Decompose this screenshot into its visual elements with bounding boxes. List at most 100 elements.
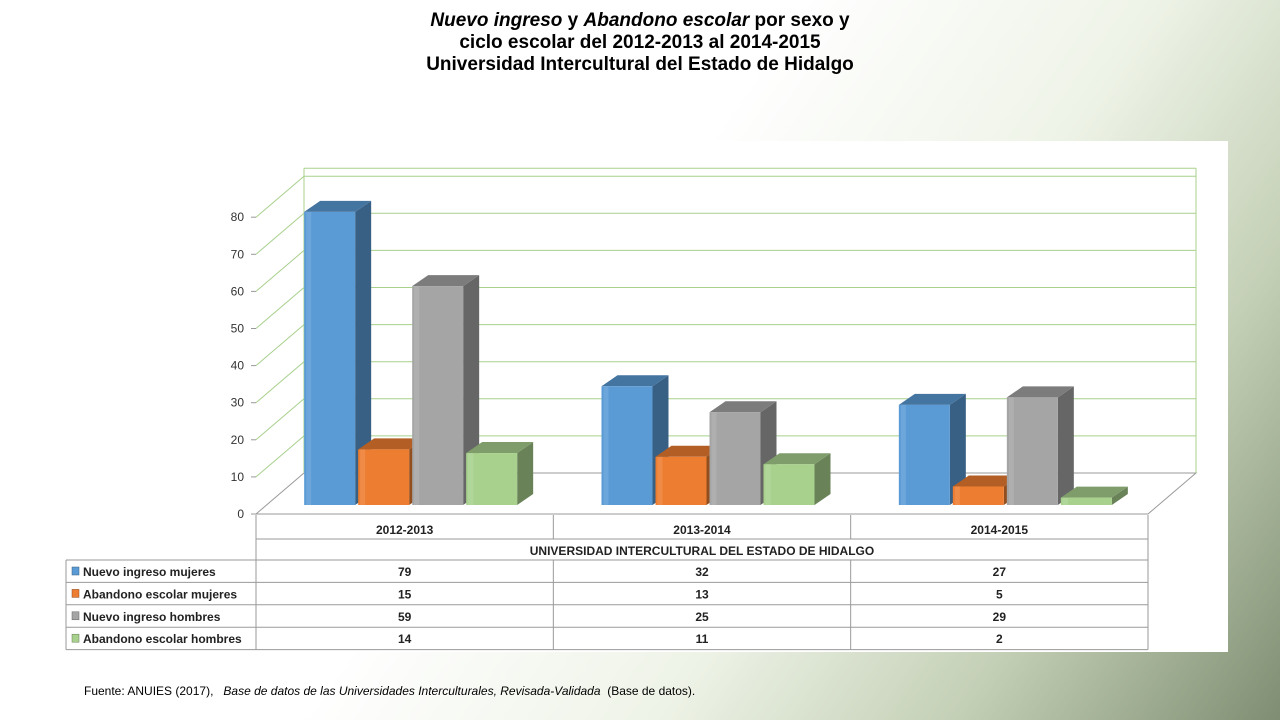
- legend-series-name: Nuevo ingreso hombres: [83, 610, 221, 624]
- bar: [763, 453, 831, 505]
- table-value: 25: [695, 610, 709, 624]
- bar-top-face: [709, 401, 777, 413]
- bar: [601, 375, 669, 505]
- y-tick-label: 10: [231, 470, 245, 484]
- y-tick-label: 20: [231, 433, 245, 447]
- bar-top-face: [655, 445, 723, 457]
- bar-side-face: [517, 442, 534, 505]
- chart-svg: 0 10 20 30 40 50 60 70 80 2012-2013 2013-2014 2014-…: [65, 167, 1198, 651]
- bar-top-face: [952, 475, 1020, 487]
- bar-front-face: [655, 456, 707, 505]
- x-category-label: 2012-2013: [376, 523, 434, 537]
- legend-key: [71, 589, 80, 598]
- bar-highlight: [306, 211, 312, 505]
- bar-highlight: [900, 404, 906, 505]
- footer-database-title: Base de datos de las Universidades Inter…: [223, 684, 601, 698]
- x-category-label: 2013-2014: [673, 523, 731, 537]
- title-sep: y: [562, 10, 584, 31]
- bar-highlight: [657, 456, 663, 505]
- bar-front-face: [1006, 397, 1058, 505]
- bar-side-face: [949, 393, 966, 505]
- bar-top-face: [412, 275, 480, 287]
- bar-side-face: [1057, 386, 1074, 505]
- y-tick-label: 40: [231, 359, 245, 373]
- gridline-wall: [255, 361, 305, 404]
- table-value: 59: [398, 610, 412, 624]
- bar-top-face: [1060, 486, 1128, 498]
- bar-front-face: [358, 449, 410, 505]
- table-value: 5: [996, 587, 1003, 601]
- bar-front-face: [412, 286, 464, 505]
- gridline-wall: [255, 324, 305, 366]
- category-group-label: UNIVERSIDAD INTERCULTURAL DEL ESTADO DE …: [530, 544, 874, 558]
- bar: [898, 393, 966, 505]
- gridline-wall: [255, 175, 305, 218]
- bar: [304, 200, 372, 505]
- bar-highlight: [1008, 397, 1014, 505]
- table-value: 13: [695, 587, 709, 601]
- gridline-wall: [255, 250, 305, 292]
- legend-key: [71, 633, 80, 643]
- source-footer: Fuente: ANUIES (2017), Base de datos de …: [84, 684, 695, 698]
- title-line-2: ciclo escolar del 2012-2013 al 2014-2015: [459, 32, 821, 53]
- bar-highlight: [954, 486, 960, 505]
- legend-key: [71, 611, 80, 621]
- bar-front-face: [709, 412, 761, 505]
- bar-side-face: [1111, 486, 1128, 505]
- bar-highlight: [603, 386, 609, 505]
- bar-top-face: [601, 375, 669, 387]
- y-tick-label: 0: [237, 507, 244, 521]
- title-rest: por sexo y: [749, 10, 850, 31]
- chart-title: Nuevo ingreso y Abandono escolar por sex…: [0, 10, 1280, 76]
- y-tick-label: 30: [231, 396, 245, 410]
- table-value: 14: [398, 632, 412, 646]
- table-value: 27: [993, 565, 1007, 579]
- bar-highlight: [468, 453, 474, 505]
- bar-highlight: [765, 464, 771, 505]
- title-abandono: Abandono escolar: [583, 10, 750, 31]
- bar-highlight: [1062, 497, 1068, 505]
- chart-panel: 0 10 20 30 40 50 60 70 80 2012-2013 2013-2014 2014-…: [18, 141, 1228, 652]
- bar-top-face: [358, 438, 426, 450]
- bar-top-face: [763, 453, 831, 465]
- bar-front-face: [466, 453, 518, 505]
- bar: [1060, 486, 1128, 505]
- bar-top-face: [898, 393, 966, 405]
- gridline-wall: [255, 287, 305, 329]
- bar: [1006, 386, 1074, 505]
- table-value: 2: [996, 632, 1003, 646]
- table-value: 11: [696, 632, 709, 646]
- y-tick-label: 50: [231, 322, 245, 336]
- legend-series-name: Abandono escolar mujeres: [83, 587, 237, 601]
- bar-front-face: [304, 211, 356, 505]
- table-value: 79: [398, 565, 412, 579]
- bar-highlight: [360, 449, 366, 505]
- gridline-wall: [255, 212, 305, 255]
- title-nuevo-ingreso: Nuevo ingreso: [430, 10, 563, 31]
- legend-key: [71, 566, 80, 576]
- bar-highlight: [711, 412, 717, 505]
- bar-front-face: [763, 464, 815, 505]
- gridline-wall: [255, 398, 305, 441]
- table-value: 15: [398, 587, 412, 601]
- table-value: 32: [695, 565, 709, 579]
- bar: [466, 442, 534, 505]
- bar: [412, 275, 480, 505]
- bar-top-face: [466, 442, 534, 454]
- legend-series-name: Abandono escolar hombres: [83, 632, 242, 646]
- bar-front-face: [952, 486, 1004, 505]
- title-line-1: Nuevo ingreso y Abandono escolar por sex…: [0, 10, 1280, 32]
- bar-side-face: [814, 453, 831, 505]
- footer-source: Fuente: ANUIES (2017),: [84, 684, 214, 698]
- title-line-3: Universidad Intercultural del Estado de …: [426, 54, 854, 75]
- y-tick-label: 70: [231, 247, 245, 261]
- bar-top-face: [304, 200, 372, 212]
- y-tick-label: 60: [231, 284, 245, 298]
- table-value: 29: [993, 610, 1007, 624]
- bar-highlight: [414, 286, 420, 505]
- bar-top-face: [1006, 386, 1074, 398]
- bar-front-face: [898, 404, 950, 505]
- bar-front-face: [601, 386, 653, 505]
- gridline-wall: [255, 435, 305, 478]
- bar-front-face: [1060, 497, 1112, 505]
